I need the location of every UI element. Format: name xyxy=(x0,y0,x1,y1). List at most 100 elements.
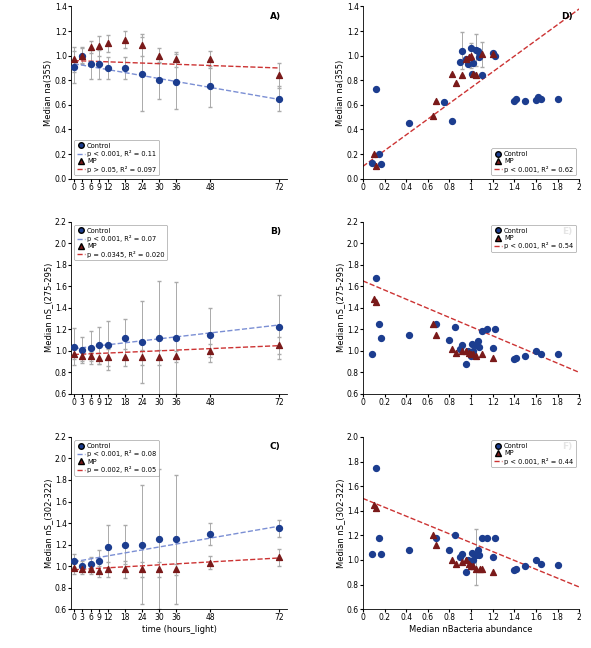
Point xyxy=(77,564,87,575)
Point xyxy=(428,530,438,540)
Point xyxy=(457,345,467,356)
Point xyxy=(474,550,483,560)
Point xyxy=(367,549,376,559)
Point xyxy=(405,330,414,340)
Point xyxy=(469,561,478,572)
Text: D): D) xyxy=(561,12,573,21)
Y-axis label: Median na(355): Median na(355) xyxy=(44,60,53,126)
Point xyxy=(371,272,381,283)
Point xyxy=(461,358,470,369)
Point xyxy=(274,70,284,80)
Point xyxy=(369,500,378,510)
Legend: Control, p < 0.001, R² = 0.08, MP, p = 0.002, R² = 0.05: Control, p < 0.001, R² = 0.08, MP, p = 0… xyxy=(74,440,159,476)
Point xyxy=(467,69,477,79)
Point xyxy=(137,69,147,79)
Point xyxy=(444,545,454,555)
Point xyxy=(103,564,113,575)
Y-axis label: Median nS_(275-295): Median nS_(275-295) xyxy=(44,263,53,353)
Point xyxy=(69,349,79,359)
Point xyxy=(95,41,104,51)
Point xyxy=(86,564,96,575)
Point xyxy=(521,96,530,106)
Point xyxy=(463,59,473,69)
Point xyxy=(467,339,477,349)
Point xyxy=(469,555,478,565)
Point xyxy=(171,76,181,87)
X-axis label: time (hours_light): time (hours_light) xyxy=(142,625,216,634)
Point xyxy=(457,70,467,80)
Point xyxy=(154,564,164,575)
Point xyxy=(512,93,521,104)
Point xyxy=(477,563,486,573)
Point xyxy=(457,549,467,559)
Point xyxy=(466,561,476,572)
Point xyxy=(450,530,460,540)
Y-axis label: Median nS_(302-322): Median nS_(302-322) xyxy=(44,478,53,568)
Point xyxy=(120,63,129,73)
Point xyxy=(86,351,96,362)
Point xyxy=(531,95,541,105)
Point xyxy=(451,348,460,358)
Point xyxy=(521,351,530,362)
Point xyxy=(472,351,481,362)
Point xyxy=(509,564,519,575)
Point xyxy=(77,345,87,355)
Legend: Control, MP, p < 0.001, R² = 0.62: Control, MP, p < 0.001, R² = 0.62 xyxy=(491,148,576,176)
Point xyxy=(154,534,164,544)
Point xyxy=(466,561,476,572)
Point xyxy=(431,96,441,106)
Point xyxy=(444,335,454,345)
Point xyxy=(473,336,482,346)
Point xyxy=(171,534,181,544)
Point xyxy=(472,563,481,573)
Point xyxy=(69,555,79,566)
Point xyxy=(171,333,181,343)
Point xyxy=(431,319,441,329)
Point xyxy=(137,539,147,550)
Point xyxy=(490,324,499,334)
Point xyxy=(447,555,456,565)
Point xyxy=(137,40,147,50)
Point xyxy=(457,340,467,351)
Point xyxy=(95,353,104,364)
Point xyxy=(472,70,481,80)
Point xyxy=(369,294,378,305)
Y-axis label: Median na(355): Median na(355) xyxy=(336,60,345,126)
Point xyxy=(521,561,530,572)
Point xyxy=(450,322,460,332)
Y-axis label: Median nS_(275-295): Median nS_(275-295) xyxy=(336,263,345,353)
Point xyxy=(274,93,284,104)
Point xyxy=(461,345,470,356)
Point xyxy=(464,348,473,358)
Point xyxy=(405,118,414,128)
Point xyxy=(490,533,499,543)
Point xyxy=(428,319,438,329)
Point xyxy=(103,542,113,552)
Point xyxy=(456,343,465,354)
Point xyxy=(137,352,147,362)
Point xyxy=(472,550,481,560)
Point xyxy=(206,558,215,568)
Point xyxy=(371,84,381,94)
Point xyxy=(154,333,164,343)
Point xyxy=(137,337,147,347)
Point xyxy=(537,349,546,359)
Point xyxy=(69,563,79,573)
Point xyxy=(77,561,87,572)
Point xyxy=(488,567,498,577)
Point xyxy=(469,345,478,356)
Point xyxy=(405,545,414,555)
Point xyxy=(154,352,164,362)
Point xyxy=(447,116,456,126)
Point xyxy=(531,555,541,565)
Point xyxy=(439,97,449,108)
Point xyxy=(509,354,519,365)
Point xyxy=(171,54,181,65)
Point xyxy=(120,34,129,45)
Point xyxy=(477,533,486,543)
Point xyxy=(69,341,79,352)
Point xyxy=(274,552,284,562)
Point xyxy=(154,51,164,61)
Point xyxy=(103,63,113,73)
Point xyxy=(171,564,181,575)
